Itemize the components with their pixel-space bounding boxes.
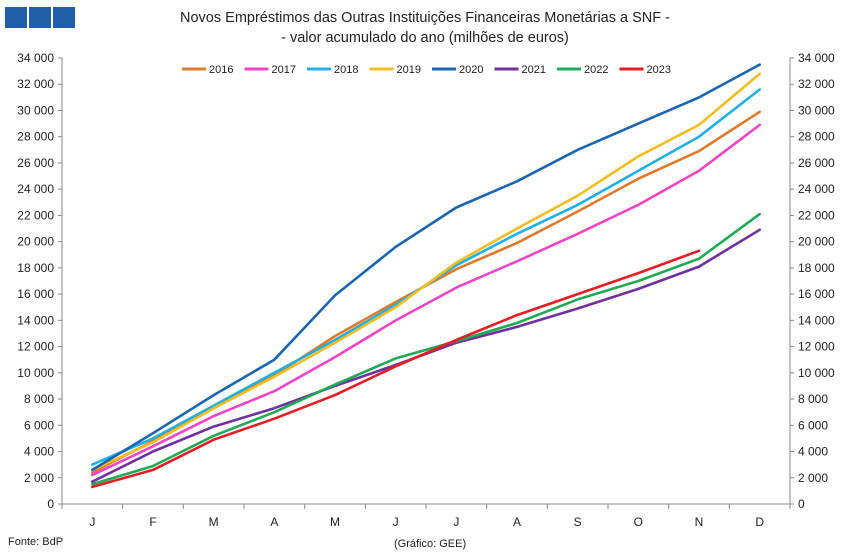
logo bbox=[5, 7, 75, 28]
y-tick-label-left: 26 000 bbox=[17, 156, 54, 170]
x-tick-label: O bbox=[634, 515, 643, 529]
y-tick-label-left: 24 000 bbox=[17, 182, 54, 196]
series-line-2023 bbox=[91, 249, 701, 489]
x-tick-label: N bbox=[695, 515, 704, 529]
y-tick-label-left: 16 000 bbox=[17, 287, 54, 301]
legend-label-2019: 2019 bbox=[397, 64, 421, 76]
chart-title: Novos Empréstimos das Outras Instituiçõe… bbox=[0, 8, 850, 48]
y-tick-label-right: 26 000 bbox=[798, 156, 835, 170]
x-tick-label: D bbox=[755, 515, 764, 529]
y-tick-label-left: 34 000 bbox=[17, 51, 54, 65]
y-tick-label-left: 22 000 bbox=[17, 208, 54, 222]
y-tick-label-right: 18 000 bbox=[798, 261, 835, 275]
y-tick-label-right: 22 000 bbox=[798, 208, 835, 222]
logo-square bbox=[53, 7, 75, 28]
y-tick-label-right: 32 000 bbox=[798, 77, 835, 91]
legend-label-2016: 2016 bbox=[209, 64, 233, 76]
y-tick-label-right: 8 000 bbox=[798, 392, 828, 406]
x-tick-label: M bbox=[330, 515, 340, 529]
series-line-2020 bbox=[91, 63, 762, 472]
y-tick-label-left: 4 000 bbox=[24, 445, 54, 459]
series-line-2021 bbox=[91, 228, 762, 484]
x-tick-label: S bbox=[574, 515, 582, 529]
legend-label-2022: 2022 bbox=[584, 64, 608, 76]
legend-label-2023: 2023 bbox=[647, 64, 671, 76]
y-tick-label-right: 10 000 bbox=[798, 366, 835, 380]
chart-title-line-2: - valor acumulado do ano (milhões de eur… bbox=[281, 30, 569, 46]
y-tick-label-left: 12 000 bbox=[17, 340, 54, 354]
y-tick-label-right: 24 000 bbox=[798, 182, 835, 196]
y-tick-label-right: 20 000 bbox=[798, 235, 835, 249]
y-tick-label-left: 8 000 bbox=[24, 392, 54, 406]
x-tick-label: J bbox=[89, 515, 95, 529]
y-tick-label-right: 16 000 bbox=[798, 287, 835, 301]
y-tick-label-right: 4 000 bbox=[798, 445, 828, 459]
logo-square bbox=[29, 7, 51, 28]
y-tick-label-left: 0 bbox=[47, 497, 54, 511]
x-tick-label: A bbox=[513, 515, 521, 529]
y-tick-label-right: 2 000 bbox=[798, 471, 828, 485]
series-line-2022 bbox=[91, 212, 762, 486]
chart-title-line-1: Novos Empréstimos das Outras Instituiçõe… bbox=[180, 10, 670, 26]
x-tick-label: J bbox=[393, 515, 399, 529]
y-tick-label-left: 18 000 bbox=[17, 261, 54, 275]
y-tick-label-left: 20 000 bbox=[17, 235, 54, 249]
logo-square bbox=[5, 7, 27, 28]
y-tick-label-right: 6 000 bbox=[798, 418, 828, 432]
y-tick-label-left: 6 000 bbox=[24, 418, 54, 432]
y-tick-label-right: 28 000 bbox=[798, 130, 835, 144]
y-tick-label-right: 14 000 bbox=[798, 313, 835, 327]
legend-label-2020: 2020 bbox=[459, 64, 483, 76]
source-note: Fonte: BdP bbox=[8, 536, 64, 548]
chart-credit: (Gráfico: GEE) bbox=[394, 538, 467, 550]
y-tick-label-left: 14 000 bbox=[17, 313, 54, 327]
legend-label-2018: 2018 bbox=[334, 64, 358, 76]
y-tick-label-right: 30 000 bbox=[798, 103, 835, 117]
y-tick-label-left: 10 000 bbox=[17, 366, 54, 380]
x-tick-label: M bbox=[209, 515, 219, 529]
y-tick-label-right: 0 bbox=[798, 497, 805, 511]
y-tick-label-left: 32 000 bbox=[17, 77, 54, 91]
legend-label-2021: 2021 bbox=[522, 64, 546, 76]
series-line-2019 bbox=[91, 72, 762, 472]
y-tick-label-right: 12 000 bbox=[798, 340, 835, 354]
legend-label-2017: 2017 bbox=[272, 64, 296, 76]
x-tick-label: A bbox=[270, 515, 278, 529]
y-tick-label-left: 28 000 bbox=[17, 130, 54, 144]
y-tick-label-left: 2 000 bbox=[24, 471, 54, 485]
x-tick-label: J bbox=[453, 515, 459, 529]
y-tick-label-right: 34 000 bbox=[798, 51, 835, 65]
x-tick-label: F bbox=[149, 515, 156, 529]
y-tick-label-left: 30 000 bbox=[17, 103, 54, 117]
series-line-2017 bbox=[91, 123, 762, 477]
